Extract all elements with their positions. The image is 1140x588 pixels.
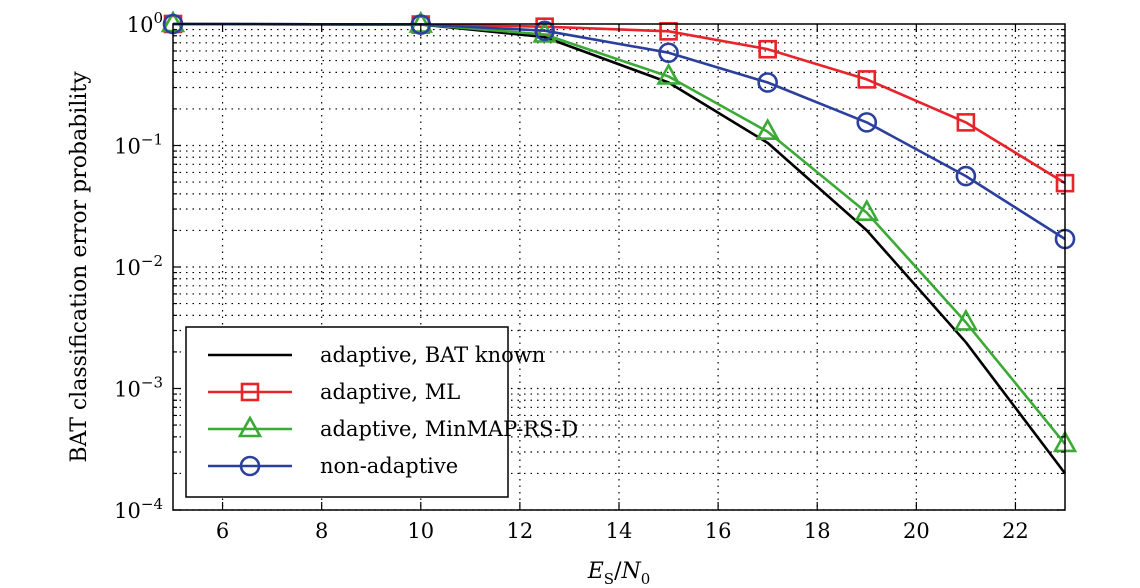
x-tick-label: 20 [903,519,930,543]
series-line [172,22,1066,241]
square-marker [857,70,877,89]
circle-marker [955,165,977,187]
legend-label: adaptive, MinMAP-RS-D [320,417,578,441]
x-tick-label: 8 [315,519,328,543]
circle-marker [856,112,878,133]
x-tick-label: 22 [1002,519,1029,543]
x-axis-label: ES/N0 [587,559,651,588]
square-marker [240,382,260,402]
y-tick-label: 10−3 [114,374,163,402]
x-tick-label: 16 [705,519,732,543]
x-tick-label: 18 [804,519,831,543]
y-axis-label: BAT classification error probability [67,71,92,463]
legend-item: adaptive, BAT known [208,343,545,367]
x-tick-label: 12 [507,519,534,543]
circle-marker [757,72,778,93]
x-tick-label: 6 [216,519,229,543]
legend: adaptive, BAT known adaptive, ML adaptive,… [185,326,578,498]
y-tick-label: 10−2 [114,252,163,280]
circle-marker [239,455,261,477]
series-line [172,22,1066,185]
y-tick-label: 100 [127,9,163,37]
legend-label: adaptive, BAT known [320,343,545,367]
legend-item: adaptive, MinMAP-RS-D [208,415,578,441]
y-tick-label: 10−1 [114,131,163,159]
legend-label: adaptive, ML [320,380,460,404]
legend-item: adaptive, ML [208,380,460,404]
square-marker [758,39,777,59]
triangle-marker [953,308,979,331]
triangle-marker [656,62,681,85]
circle-marker [658,42,679,64]
y-tick-label: 10−4 [114,495,163,523]
triangle-marker [755,117,780,140]
triangle-marker [854,198,879,221]
series-group [163,14,1075,193]
square-marker [956,113,976,132]
legend-item: non-adaptive [208,454,458,478]
legend-label: non-adaptive [320,454,458,478]
x-tick-label: 14 [606,519,633,543]
circle-marker [534,20,555,42]
x-tick-label: 10 [407,519,434,543]
triangle-marker [237,415,263,438]
tick-layer: 6 8 10 12 14 16 18 20 22 10−4 10−3 10−2 10−1 100 [114,9,1065,543]
